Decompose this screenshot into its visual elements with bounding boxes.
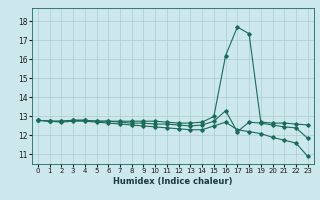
X-axis label: Humidex (Indice chaleur): Humidex (Indice chaleur) bbox=[113, 177, 233, 186]
